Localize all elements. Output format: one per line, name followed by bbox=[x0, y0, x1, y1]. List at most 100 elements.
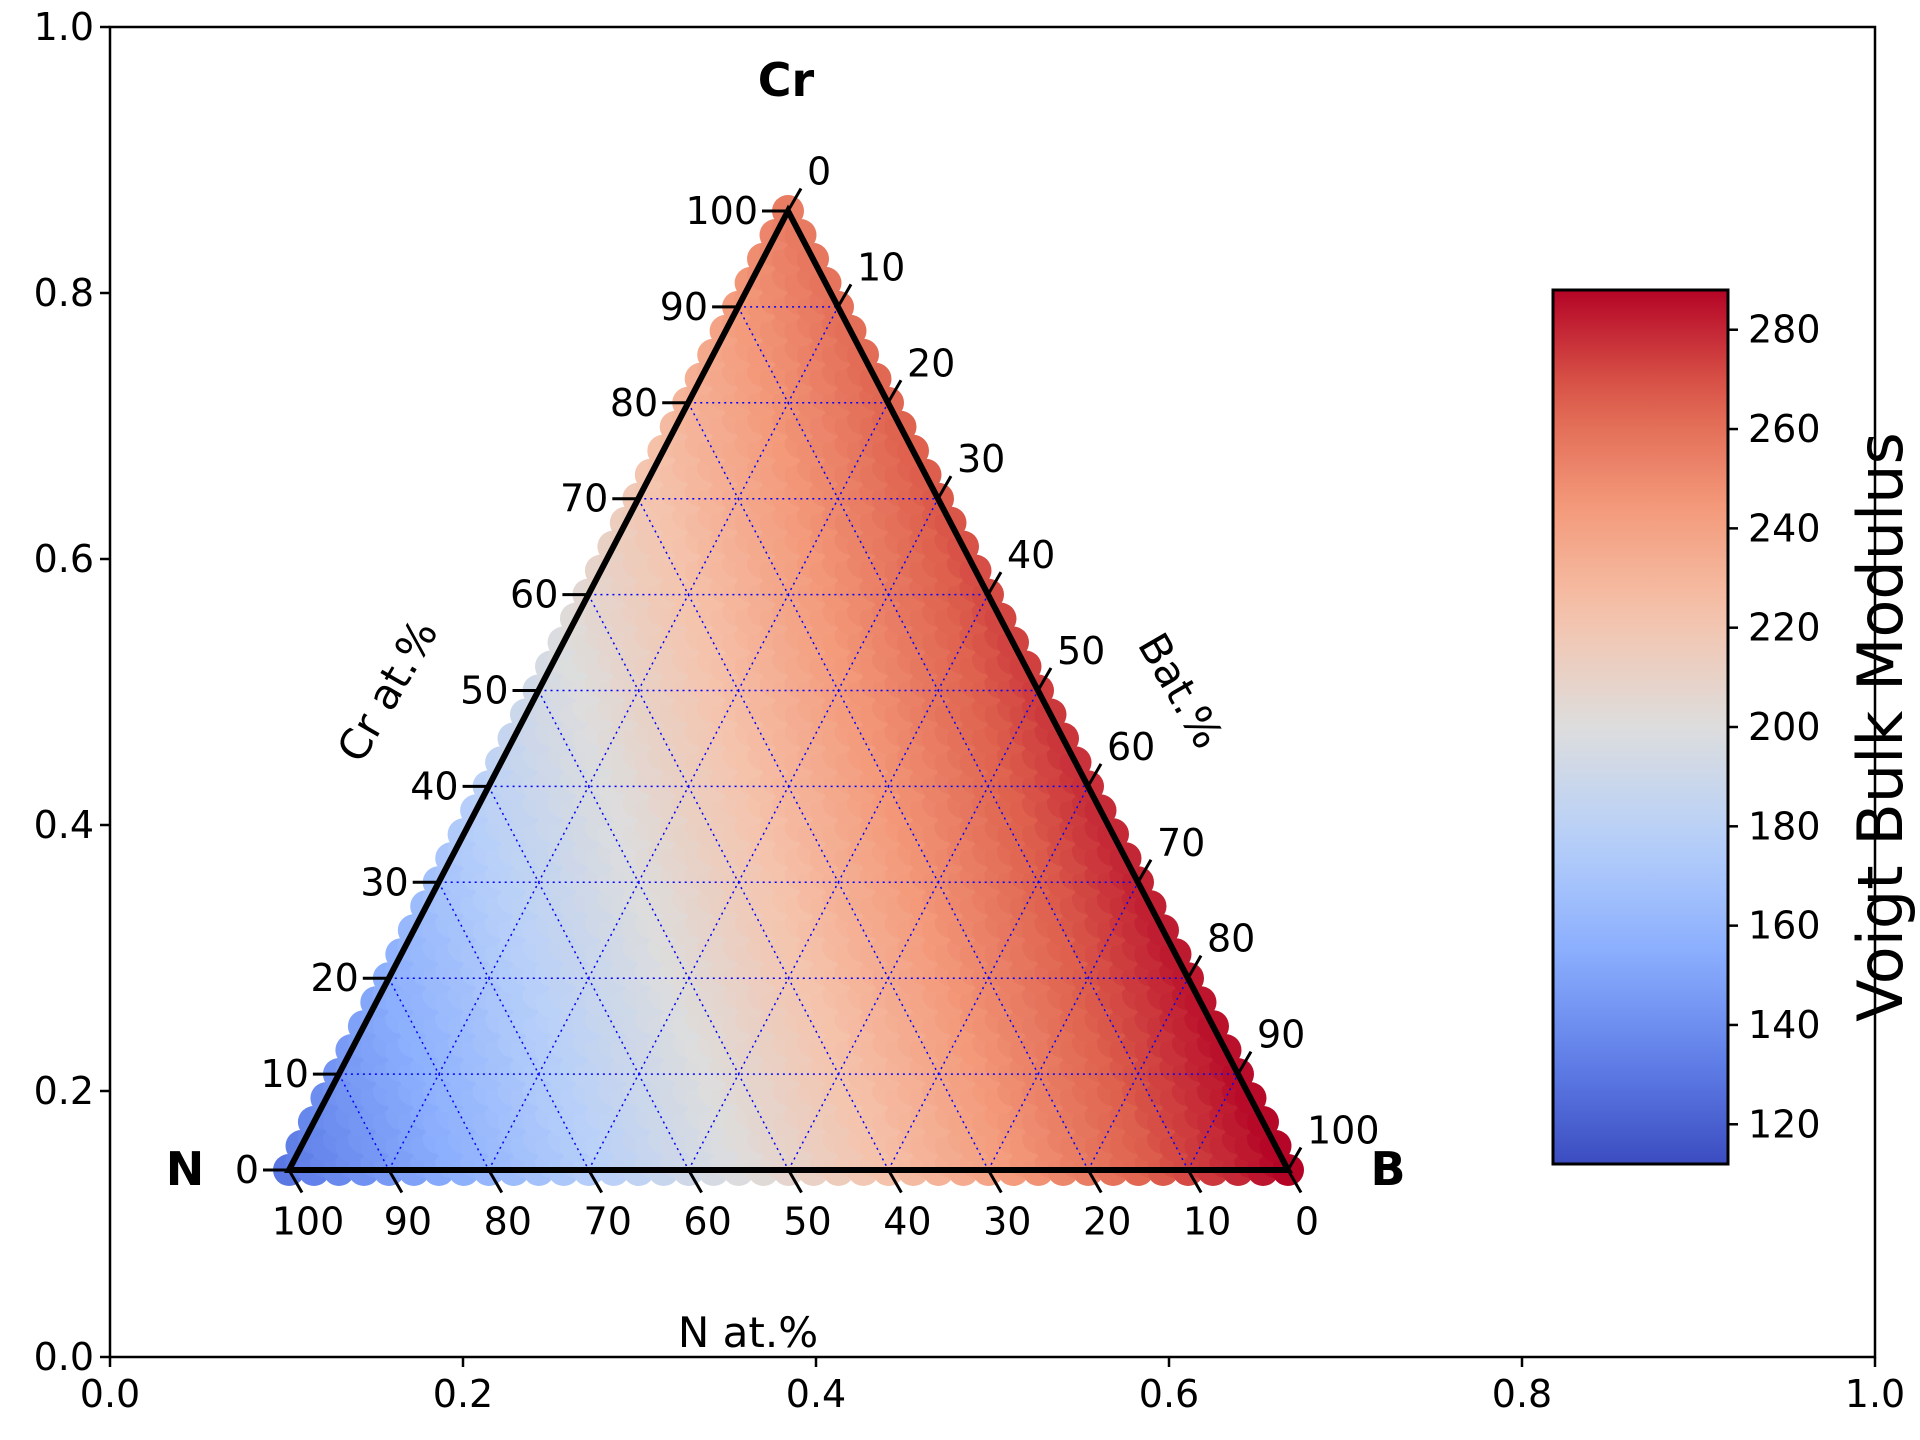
right-tick-label: 80 bbox=[1207, 917, 1255, 961]
x-tick-label: 0.0 bbox=[80, 1372, 140, 1416]
vertex-label-n: N bbox=[166, 1142, 205, 1196]
right-tick-label: 40 bbox=[1007, 533, 1055, 577]
right-tick-mark bbox=[1186, 954, 1203, 979]
colorbar-gradient bbox=[1551, 288, 1730, 1166]
left-tick-label: 70 bbox=[560, 477, 608, 521]
left-tick-label: 0 bbox=[235, 1148, 259, 1192]
grid-line-b bbox=[388, 306, 839, 1171]
right-tick-mark bbox=[1136, 859, 1153, 884]
bottom-tick-label: 80 bbox=[484, 1200, 532, 1244]
data-points bbox=[273, 195, 1304, 1186]
colorbar-tick-label: 140 bbox=[1748, 1003, 1821, 1047]
bottom-tick-mark bbox=[1086, 1169, 1103, 1194]
vertex-label-b: B bbox=[1370, 1142, 1405, 1196]
bottom-tick-mark bbox=[487, 1169, 504, 1194]
right-tick-mark bbox=[986, 571, 1003, 596]
grid-line-b bbox=[1187, 1073, 1239, 1171]
axes-frame bbox=[108, 25, 1877, 1359]
ternary-ticks: 0 0 100 10 10 90 20 20 80 30 30 70 40 40 60 50 50 50 60 60 4… bbox=[235, 149, 1380, 1243]
bottom-tick-mark bbox=[287, 1169, 304, 1194]
bottom-tick-mark bbox=[387, 1169, 404, 1194]
right-tick-label: 20 bbox=[907, 341, 955, 385]
bottom-axis-title: N at.% bbox=[678, 1308, 818, 1357]
y-tick-label: 0.2 bbox=[34, 1069, 94, 1113]
x-tick-label: 0.6 bbox=[1139, 1372, 1199, 1416]
colorbar-tick-label: 160 bbox=[1748, 904, 1821, 948]
grid-line-n bbox=[637, 498, 989, 1171]
x-tick-label: 0.8 bbox=[1492, 1372, 1552, 1416]
left-tick-label: 30 bbox=[360, 860, 408, 904]
left-tick-label: 40 bbox=[410, 764, 458, 808]
bottom-tick-mark bbox=[1186, 1169, 1203, 1194]
bottom-tick-label: 60 bbox=[683, 1200, 731, 1244]
bottom-tick-mark bbox=[587, 1169, 603, 1194]
colorbar-label: Voigt Bulk Modulus bbox=[1844, 432, 1917, 1022]
grid-line-n bbox=[537, 690, 790, 1171]
y-tick-label: 1.0 bbox=[34, 5, 94, 49]
ternary-grid bbox=[338, 306, 1239, 1171]
right-tick-mark bbox=[1286, 1146, 1303, 1171]
bottom-tick-label: 90 bbox=[384, 1200, 432, 1244]
left-tick-label: 10 bbox=[261, 1052, 309, 1096]
colorbar-tick-label: 280 bbox=[1748, 308, 1821, 352]
bottom-tick-label: 10 bbox=[1183, 1200, 1231, 1244]
right-tick-label: 30 bbox=[957, 437, 1005, 481]
right-tick-label: 70 bbox=[1157, 821, 1205, 865]
right-tick-mark bbox=[1236, 1050, 1253, 1075]
colorbar-ticks: 120 140 160 180 200 220 240 260 280 bbox=[1728, 308, 1821, 1146]
bottom-tick-label: 50 bbox=[783, 1200, 831, 1244]
grid-line-n bbox=[438, 881, 590, 1171]
y-tick-label: 0.6 bbox=[34, 537, 94, 581]
x-tick-label: 1.0 bbox=[1845, 1372, 1905, 1416]
left-tick-label: 90 bbox=[660, 285, 708, 329]
bottom-tick-label: 100 bbox=[272, 1200, 345, 1244]
colorbar-tick-label: 120 bbox=[1748, 1102, 1821, 1146]
grid-line-b bbox=[1087, 977, 1189, 1171]
left-tick-label: 100 bbox=[685, 189, 758, 233]
plot-frame bbox=[108, 25, 1877, 1359]
colorbar-tick-label: 220 bbox=[1748, 606, 1821, 650]
grid-line-n bbox=[737, 306, 1189, 1171]
x-tick-label: 0.2 bbox=[433, 1372, 493, 1416]
bottom-tick-label: 70 bbox=[584, 1200, 632, 1244]
colorbar-tick-label: 240 bbox=[1748, 506, 1821, 550]
right-tick-mark bbox=[1086, 763, 1103, 788]
bottom-tick-mark bbox=[987, 1169, 1003, 1194]
colorbar-tick-label: 260 bbox=[1748, 407, 1821, 451]
bottom-tick-label: 30 bbox=[983, 1200, 1031, 1244]
bottom-tick-mark bbox=[787, 1169, 803, 1194]
y-tick-label: 0.8 bbox=[34, 271, 94, 315]
right-tick-label: 60 bbox=[1107, 725, 1155, 769]
right-tick-mark bbox=[936, 475, 953, 500]
right-tick-label: 90 bbox=[1257, 1013, 1305, 1057]
bottom-tick-label: 40 bbox=[883, 1200, 931, 1244]
x-tick-label: 0.4 bbox=[786, 1372, 846, 1416]
y-tick-label: 0.0 bbox=[34, 1335, 94, 1379]
bottom-tick-mark bbox=[1286, 1169, 1303, 1194]
right-tick-mark bbox=[1036, 667, 1053, 692]
left-tick-label: 80 bbox=[610, 381, 658, 425]
bottom-tick-mark bbox=[887, 1169, 903, 1194]
colorbar-tick-label: 200 bbox=[1748, 705, 1821, 749]
right-tick-label: 0 bbox=[807, 149, 831, 193]
grid-line-b bbox=[887, 786, 1089, 1171]
cartesian-ticks: 0.0 0.2 0.4 0.6 0.8 1.0 0.0 0.2 0.4 0.6 0.8 1.0 bbox=[34, 5, 1906, 1416]
grid-line-n bbox=[487, 786, 690, 1171]
right-tick-mark bbox=[836, 283, 853, 308]
bottom-tick-mark bbox=[687, 1169, 703, 1194]
right-tick-mark bbox=[886, 379, 903, 404]
vertex-label-cr: Cr bbox=[758, 53, 815, 107]
grid-line-b bbox=[588, 498, 939, 1171]
left-tick-label: 50 bbox=[460, 669, 508, 713]
bottom-tick-label: 20 bbox=[1083, 1200, 1131, 1244]
right-tick-label: 10 bbox=[857, 245, 905, 289]
left-tick-label: 20 bbox=[310, 956, 358, 1000]
right-tick-label: 100 bbox=[1307, 1108, 1380, 1152]
colorbar: 120 140 160 180 200 220 240 260 280 Voigt Bulk M… bbox=[1551, 288, 1917, 1166]
left-axis-title: Cr at.% bbox=[327, 611, 447, 770]
grid-line-n bbox=[388, 977, 490, 1171]
grid-line-n bbox=[338, 1073, 390, 1171]
right-tick-label: 50 bbox=[1057, 629, 1105, 673]
left-tick-label: 60 bbox=[510, 573, 558, 617]
